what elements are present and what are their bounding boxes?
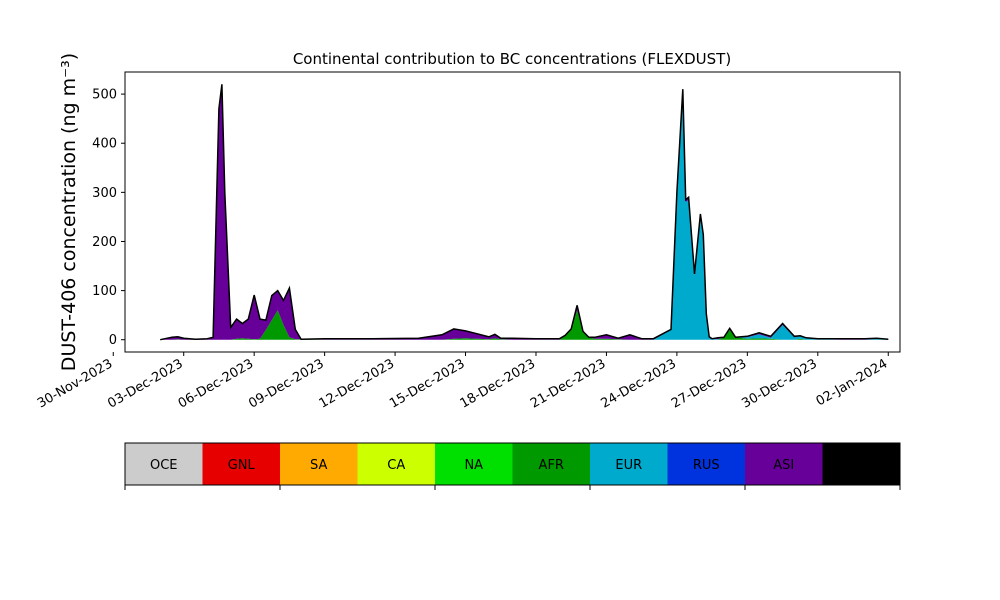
y-axis-label: DUST-406 concentration (ng m⁻³) [58, 53, 80, 371]
legend-swatch-aus [822, 443, 900, 485]
legend-label-na: NA [464, 458, 483, 473]
y-tick-label: 500 [92, 88, 117, 103]
legend-swatch-asi [745, 443, 823, 485]
chart-title: Continental contribution to BC concentra… [293, 50, 731, 68]
y-tick-label: 0 [109, 333, 117, 348]
y-axis-ticks: 0 100 200 300 400 500 [92, 88, 125, 348]
plot-frame [124, 71, 901, 353]
legend-swatch-gnl [202, 443, 280, 485]
legend-label-rus: RUS [693, 458, 720, 473]
legend-label-ca: CA [387, 458, 405, 473]
legend-swatch-na [435, 443, 513, 485]
legend-label-eur: EUR [615, 458, 642, 473]
legend-label-aus: AUS [848, 458, 875, 473]
y-tick-label: 200 [92, 235, 117, 250]
y-tick-label: 100 [92, 284, 117, 299]
y-tick-label: 400 [92, 137, 117, 152]
legend-colorbar: OCE GNL SA CA NA AFR EUR RUS ASI AUS [124, 442, 901, 490]
legend-swatch-rus [667, 443, 745, 485]
legend-label-gnl: GNL [228, 458, 256, 473]
legend-swatch-oce [125, 443, 203, 485]
legend-swatch-afr [512, 443, 590, 485]
legend-label-afr: AFR [539, 458, 564, 473]
legend-swatch-sa [280, 443, 358, 485]
y-tick-label: 300 [92, 186, 117, 201]
legend-frame [124, 442, 901, 486]
legend-label-sa: SA [310, 458, 327, 473]
legend-swatch-ca [357, 443, 435, 485]
legend-label-asi: ASI [773, 458, 794, 473]
total-outline [160, 84, 889, 341]
plot-outline-group [160, 84, 889, 341]
legend-swatch-eur [590, 443, 668, 485]
legend-label-oce: OCE [150, 458, 178, 473]
